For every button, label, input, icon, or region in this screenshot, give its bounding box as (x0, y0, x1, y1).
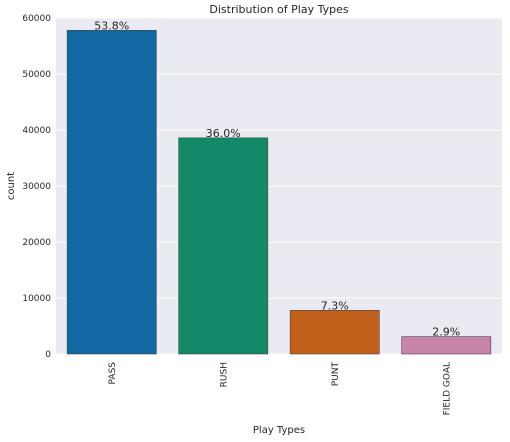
data-labels: 53.8% 36.0% 7.3% 2.9% (94, 19, 460, 338)
data-label: 2.9% (432, 326, 460, 339)
chart-title: Distribution of Play Types (209, 3, 348, 16)
bar-punt (289, 310, 380, 355)
y-tick-label: 60000 (22, 14, 51, 24)
bar-field-goal (401, 336, 492, 355)
data-label: 36.0% (206, 127, 241, 140)
x-tick-label: PUNT (331, 362, 341, 387)
y-tick-label: 40000 (22, 126, 51, 136)
x-axis-title: Play Types (253, 425, 305, 436)
x-tick-label: RUSH (219, 362, 229, 387)
x-axis-ticks: PASS RUSH PUNT FIELD GOAL (108, 362, 453, 416)
x-tick-label: FIELD GOAL (442, 362, 452, 415)
y-axis-title: count (6, 172, 17, 200)
x-tick-label: PASS (108, 362, 118, 385)
bar-pass (66, 30, 157, 355)
bars (66, 30, 492, 355)
data-label: 7.3% (321, 299, 349, 312)
y-tick-label: 10000 (22, 294, 51, 304)
data-label: 53.8% (94, 19, 129, 32)
y-tick-label: 20000 (22, 238, 51, 248)
y-tick-label: 0 (45, 350, 51, 360)
y-axis-ticks: 0 10000 20000 30000 40000 50000 60000 (22, 14, 51, 360)
y-tick-label: 50000 (22, 70, 51, 80)
y-tick-label: 30000 (22, 182, 51, 192)
bar-rush (178, 137, 269, 355)
